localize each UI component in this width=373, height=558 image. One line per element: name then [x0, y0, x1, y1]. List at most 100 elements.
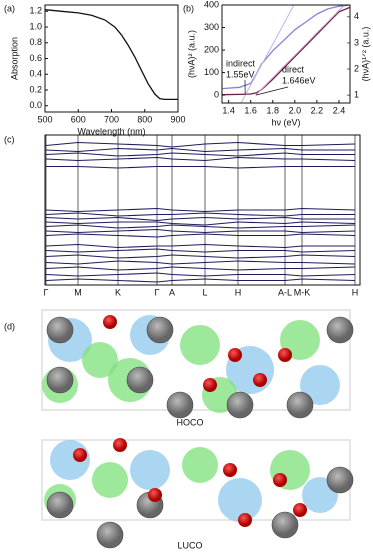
y2-axis-label: (hνA)¹ᐟ² (a.u.): [360, 27, 370, 82]
orbital-lobe: [300, 365, 340, 405]
y-tick-label: 300: [204, 22, 219, 32]
x-tick-label: 1.8: [267, 105, 280, 115]
orbital-lobe: [218, 478, 262, 522]
x-tick-label: L: [202, 287, 207, 297]
y-tick-label: 0.2: [29, 84, 42, 94]
x-tick-label: Γ: [44, 287, 49, 297]
x-tick-label: 2.2: [311, 105, 324, 115]
data-line: [222, 6, 350, 96]
data-line: [222, 5, 350, 90]
x-axis-label: Wavelength (nm): [77, 126, 145, 136]
atom: [113, 438, 127, 452]
image-caption: HOCO: [177, 417, 204, 427]
band-line: [46, 165, 355, 169]
panel-label: (d): [4, 321, 15, 331]
data-line: [255, 5, 346, 96]
band-line: [45, 152, 355, 157]
x-tick-label: M: [74, 287, 82, 297]
panel-label: (b): [183, 3, 194, 13]
y2-tick-label: 1: [354, 90, 359, 100]
y-tick-label: 0.4: [29, 69, 42, 79]
y-axis-label: (hνA)² (a.u.): [186, 30, 196, 78]
band-line: [45, 224, 356, 229]
orbital-lobe: [182, 447, 218, 483]
band-line: [45, 216, 355, 222]
band-line: [45, 212, 355, 217]
annotation: 1.55eV: [226, 69, 255, 79]
atom: [278, 348, 292, 362]
orbital-lobe: [92, 462, 128, 498]
band-line: [45, 233, 356, 238]
atom: [46, 491, 74, 519]
orbital-lobe: [180, 325, 220, 365]
x-tick-label: H: [235, 287, 242, 297]
x-tick-label: 700: [104, 114, 119, 124]
y2-tick-label: 3: [354, 37, 359, 47]
atom: [166, 391, 194, 419]
atom: [203, 378, 217, 392]
band-line: [45, 260, 356, 265]
y-tick-label: 0.8: [29, 37, 42, 47]
atom: [46, 366, 74, 394]
y-tick-label: 0: [214, 89, 219, 99]
y-tick-label: 1.2: [29, 6, 42, 16]
atom: [223, 463, 237, 477]
band-line: [45, 243, 355, 249]
atom: [286, 391, 314, 419]
band-line: [45, 278, 356, 283]
y-tick-label: 1.0: [29, 21, 42, 31]
x-tick-label: K: [115, 287, 121, 297]
band-line: [45, 147, 355, 153]
annotation: indirect: [226, 58, 256, 68]
atom: [253, 373, 267, 387]
orbital-lobe: [82, 342, 118, 378]
atom: [73, 448, 87, 462]
x-tick-label: 900: [170, 114, 185, 124]
y-tick-label: 100: [204, 67, 219, 77]
x-tick-label: Γ: [155, 287, 160, 297]
x-tick-label: 600: [71, 114, 86, 124]
y2-tick-label: 2: [354, 63, 359, 73]
x-tick-label: A: [169, 287, 175, 297]
orbital-lobe: [280, 320, 320, 360]
annotation: direct: [282, 64, 305, 74]
band-line: [45, 228, 356, 234]
x-tick-label: 1.4: [222, 105, 235, 115]
panel-label: (a): [4, 3, 15, 13]
x-tick-label: 2.4: [333, 105, 346, 115]
atom: [228, 348, 242, 362]
x-tick-label: M-K: [294, 287, 311, 297]
x-tick-label: 500: [37, 114, 52, 124]
image-caption: LUCO: [177, 540, 202, 550]
x-tick-label: 2.0: [289, 105, 302, 115]
x-axis-label: hν (eV): [271, 117, 300, 127]
band-line: [45, 156, 356, 162]
x-tick-label: 800: [137, 114, 152, 124]
band-line: [45, 221, 356, 226]
atom: [326, 316, 354, 344]
y2-tick-label: 4: [354, 11, 359, 21]
atom: [96, 521, 124, 549]
plot-frame: [44, 134, 361, 286]
atom: [293, 503, 307, 517]
plot-frame: [221, 4, 351, 104]
atom: [148, 488, 162, 502]
atom: [126, 366, 154, 394]
band-line: [45, 141, 356, 148]
orbital-lobe: [130, 450, 170, 490]
x-tick-label: A-L: [278, 287, 292, 297]
atom: [273, 473, 287, 487]
band-line: [45, 266, 356, 271]
band-line: [45, 272, 356, 277]
annotation-arrow: [255, 86, 289, 96]
orbital-images: (d) HOCO LUCO: [4, 309, 354, 550]
atom: [103, 315, 117, 329]
data-line: [240, 5, 295, 103]
y-tick-label: 400: [204, 0, 219, 9]
x-tick-label: 1.6: [244, 105, 257, 115]
band-line: [45, 207, 356, 213]
image-frame: [41, 309, 351, 411]
atom: [226, 391, 254, 419]
data-line: [44, 9, 178, 101]
plot-area: [222, 5, 350, 103]
